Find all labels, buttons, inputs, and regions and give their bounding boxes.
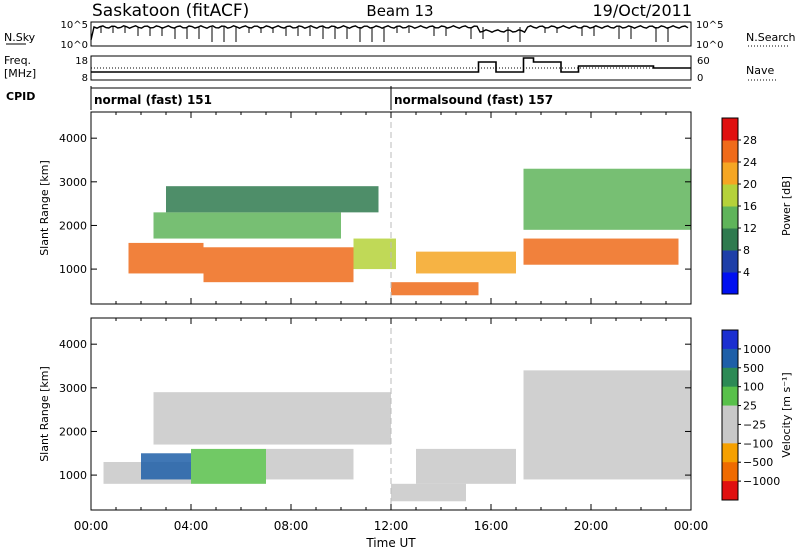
nsky-panel-frame (90, 21, 692, 47)
power-colorbar-label: 8 (743, 244, 750, 257)
velocity-colorbar-frame (721, 329, 739, 501)
xtick-label: 12:00 (374, 519, 409, 533)
velocity-ylabel: Slant Range [km] (38, 366, 51, 462)
velocity-band-3 (266, 448, 354, 480)
nsearch-tick-top: 10^5 (696, 20, 723, 31)
power-colorbar-segment (722, 140, 738, 163)
xtick-label: 00:00 (674, 519, 709, 533)
velocity-colorbar-label: −500 (743, 456, 773, 469)
velocity-ytick-label: 1000 (59, 469, 87, 482)
power-band-0 (128, 242, 204, 274)
nave-label: Nave (746, 64, 774, 77)
power-colorbar-segment (722, 272, 738, 295)
power-colorbar-label: 20 (743, 178, 757, 191)
velocity-colorbar-segment (722, 462, 738, 482)
velocity-band-5 (391, 483, 466, 502)
power-band-8 (523, 168, 691, 230)
power-colorbar-segment (722, 250, 738, 273)
xtick-label: 04:00 (174, 519, 209, 533)
cpid-label: CPID (6, 90, 35, 103)
freq-tick-bottom: 8 (82, 73, 88, 84)
power-band-6 (416, 251, 516, 274)
power-ylabel: Slant Range [km] (38, 160, 51, 256)
nsky-trace (90, 25, 689, 41)
velocity-colorbar-label: −25 (743, 418, 766, 431)
nsearch-label: N.Search (746, 31, 796, 44)
power-ytick-label: 3000 (59, 176, 87, 189)
velocity-band-4 (153, 392, 391, 445)
freq-label: Freq. (4, 54, 31, 67)
nave-tick-top: 60 (697, 56, 710, 67)
xtick-label: 08:00 (274, 519, 309, 533)
velocity-ytick-label: 4000 (59, 338, 87, 351)
xtick-label: 00:00 (74, 519, 109, 533)
power-colorbar-segment (722, 228, 738, 251)
velocity-colorbar-label: 500 (743, 362, 764, 375)
xtick-label: 16:00 (474, 519, 509, 533)
velocity-colorbar-segment (722, 367, 738, 388)
velocity-colorbar-segment (722, 443, 738, 463)
nsky-tick-bottom: 10^0 (61, 40, 88, 51)
power-band-2 (353, 238, 396, 270)
velocity-band-2 (191, 448, 266, 484)
velocity-colorbar-segment (722, 405, 738, 425)
cpid-segment-0: normal (fast) 151 (94, 93, 212, 107)
power-colorbar-segment (722, 162, 738, 185)
power-band-7 (523, 238, 679, 265)
velocity-colorbar-label: −1000 (743, 475, 780, 488)
velocity-colorbar-segment (722, 348, 738, 369)
power-colorbar-title: Power [dB] (780, 176, 793, 236)
power-band-1 (203, 247, 354, 283)
date-title: 19/Oct/2011 (592, 1, 692, 20)
freq-trace (91, 57, 691, 73)
velocity-band-1 (141, 453, 191, 480)
power-ytick-label: 1000 (59, 263, 87, 276)
power-colorbar-label: 24 (743, 156, 757, 169)
power-colorbar-label: 28 (743, 134, 757, 147)
power-ytick-label: 2000 (59, 219, 87, 232)
station-title: Saskatoon (fitACF) (92, 1, 249, 21)
power-colorbar-label: 16 (743, 200, 757, 213)
power-band-3 (153, 212, 341, 239)
velocity-ytick-label: 3000 (59, 382, 87, 395)
freq-unit: [MHz] (4, 67, 36, 80)
velocity-colorbar-segment (722, 386, 738, 407)
nsky-tick-top: 10^5 (61, 20, 88, 31)
power-ytick-label: 4000 (59, 132, 87, 145)
xaxis-title: Time UT (365, 536, 416, 550)
velocity-panel (90, 317, 741, 511)
velocity-colorbar-label: 1000 (743, 343, 771, 356)
power-colorbar-label: 4 (743, 266, 750, 279)
power-colorbar-segment (722, 184, 738, 207)
velocity-colorbar-label: 100 (743, 381, 764, 394)
power-band-5 (391, 282, 479, 296)
power-colorbar-segment (722, 118, 738, 141)
velocity-band-6 (416, 448, 516, 484)
power-band-4 (166, 186, 379, 213)
power-panel (90, 111, 741, 305)
freq-tick-top: 18 (75, 56, 88, 67)
velocity-colorbar-segment (722, 481, 738, 501)
nave-tick-bottom: 0 (697, 73, 703, 84)
velocity-band-7 (523, 370, 691, 480)
nsky-label: N.Sky (4, 31, 36, 44)
velocity-ytick-label: 2000 (59, 425, 87, 438)
velocity-colorbar-segment (722, 330, 738, 350)
power-colorbar-label: 12 (743, 222, 757, 235)
velocity-colorbar-title: Velocity [m s⁻¹] (780, 372, 793, 457)
xtick-label: 20:00 (574, 519, 609, 533)
velocity-colorbar-label: 25 (743, 400, 757, 413)
power-colorbar-segment (722, 206, 738, 229)
velocity-colorbar-label: −100 (743, 437, 773, 450)
nsearch-tick-bottom: 10^0 (696, 40, 723, 51)
cpid-segment-1: normalsound (fast) 157 (394, 93, 553, 107)
beam-title: Beam 13 (366, 2, 433, 20)
velocity-colorbar-segment (722, 424, 738, 444)
